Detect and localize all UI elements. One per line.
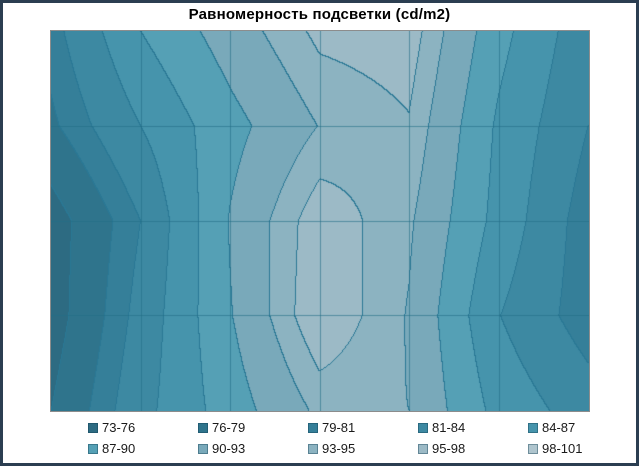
contour-canvas: [51, 31, 589, 411]
legend-label: 73-76: [102, 420, 136, 435]
legend-item: 93-95: [308, 438, 418, 459]
legend-swatch: [528, 443, 538, 454]
legend-item: 87-90: [88, 438, 198, 459]
legend-label: 95-98: [432, 441, 466, 456]
chart-title: Равномерность подсветки (cd/m2): [188, 6, 451, 23]
legend-swatch: [198, 422, 208, 433]
legend-swatch: [88, 422, 98, 433]
legend-swatch: [418, 422, 428, 433]
legend-label: 79-81: [322, 420, 356, 435]
legend-label: 93-95: [322, 441, 356, 456]
legend-label: 81-84: [432, 420, 466, 435]
legend-item: 90-93: [198, 438, 308, 459]
legend-swatch: [528, 422, 538, 433]
legend-item: 81-84: [418, 417, 528, 438]
legend-label: 84-87: [542, 420, 576, 435]
plot-area: [50, 30, 590, 412]
legend: 73-76 76-79 79-81 81-84 84-87 87-90 90-93 93-95…: [88, 417, 636, 459]
legend-swatch: [418, 443, 428, 454]
legend-label: 87-90: [102, 441, 136, 456]
legend-item: 95-98: [418, 438, 528, 459]
legend-item: 79-81: [308, 417, 418, 438]
legend-swatch: [88, 443, 98, 454]
legend-item: 98-101: [528, 438, 636, 459]
legend-item: 73-76: [88, 417, 198, 438]
legend-swatch: [308, 443, 318, 454]
legend-item: 76-79: [198, 417, 308, 438]
legend-label: 90-93: [212, 441, 246, 456]
legend-label: 76-79: [212, 420, 246, 435]
legend-label: 98-101: [542, 441, 583, 456]
legend-swatch: [308, 422, 318, 433]
legend-item: 84-87: [528, 417, 636, 438]
legend-swatch: [198, 443, 208, 454]
